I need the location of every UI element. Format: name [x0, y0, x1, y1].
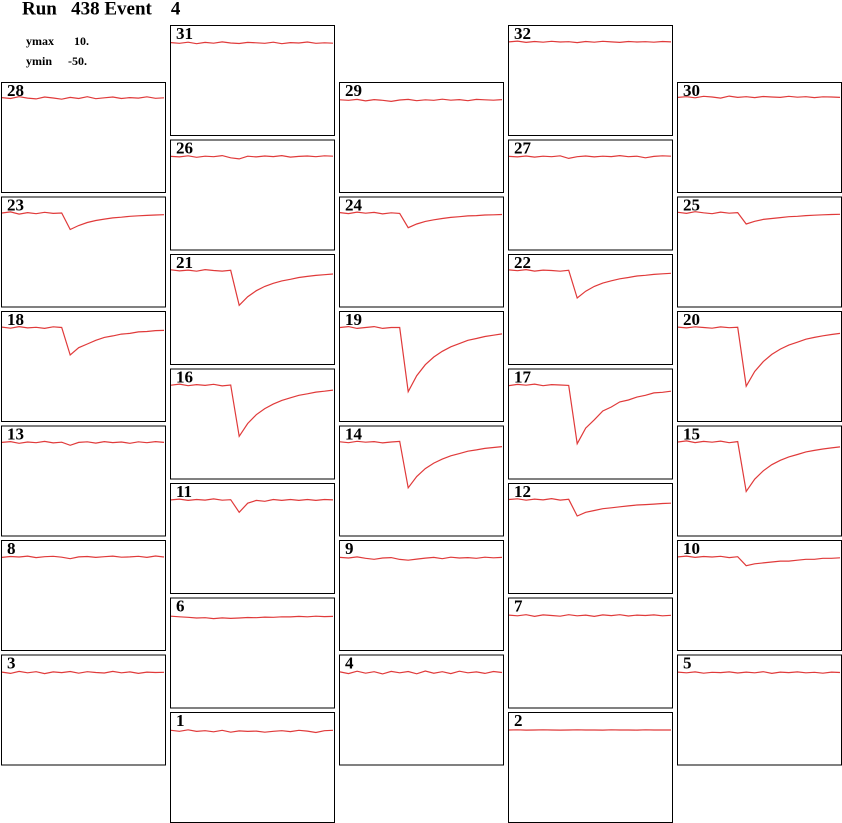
panel-label: 11 [176, 482, 192, 501]
waveform [339, 440, 503, 490]
panel-frame [677, 82, 842, 193]
waveform [339, 556, 503, 561]
panel-label: 17 [514, 367, 532, 386]
waveform [508, 497, 672, 517]
waveform [1, 325, 165, 357]
panel-label: 29 [345, 81, 362, 100]
waveform [339, 211, 503, 229]
panel-frame [1, 425, 166, 537]
panel-frame [1, 311, 166, 422]
panel-label: 10 [683, 539, 700, 558]
waveform [170, 615, 334, 620]
waveform [170, 268, 334, 307]
panel-label: 9 [345, 539, 354, 558]
panel-label: 28 [7, 81, 24, 100]
panel-frame [677, 196, 842, 308]
ymax-name: ymax [26, 34, 54, 48]
waveform [677, 211, 841, 225]
waveform [339, 325, 503, 394]
panel-frame [677, 654, 842, 766]
panel-label: 16 [176, 367, 193, 386]
panel-label: 23 [7, 195, 24, 214]
panel-frame [508, 254, 673, 365]
panel-label: 14 [345, 424, 363, 443]
title: Run 438 Event 4 [22, 0, 181, 19]
panel-frame [508, 483, 673, 594]
waveform [170, 154, 334, 160]
waveform [677, 440, 841, 494]
waveform [339, 670, 503, 675]
waveform [508, 268, 672, 300]
ymax-label: 10. [74, 34, 89, 48]
panel-label: 4 [345, 653, 354, 672]
waveform [508, 614, 672, 618]
panel-label: 6 [176, 596, 185, 615]
panel-frame [339, 425, 504, 537]
panel-frame [170, 597, 335, 709]
panel-label: 25 [683, 195, 700, 214]
waveform [170, 383, 334, 438]
waveform [170, 729, 334, 734]
waveform [677, 326, 841, 388]
panel-label: 15 [683, 424, 700, 443]
panel-label: 31 [176, 24, 193, 43]
panel-label: 1 [176, 711, 185, 730]
waveform [170, 498, 334, 514]
panel-frame [508, 25, 673, 136]
waveform [1, 211, 165, 231]
panel-frame [170, 712, 335, 823]
panel-label: 24 [345, 195, 363, 214]
waveform [677, 95, 841, 99]
waveform [677, 671, 841, 675]
panel-label: 32 [514, 24, 531, 43]
panel-frame [170, 139, 335, 251]
waveform [508, 154, 672, 160]
panel-frame [170, 25, 335, 136]
panel-frame [170, 368, 335, 480]
panel-frame [1, 654, 166, 766]
waveform [508, 383, 672, 446]
panel-label: 3 [7, 653, 16, 672]
panel-frame [1, 540, 166, 651]
panel-frame [508, 597, 673, 709]
panel-frame [677, 425, 842, 537]
panel-label: 30 [683, 81, 700, 100]
panel-label: 18 [7, 310, 24, 329]
panel-frame [508, 712, 673, 823]
panel-label: 22 [514, 253, 531, 272]
waveform [1, 440, 165, 446]
panel-frame [339, 311, 504, 422]
waveform [677, 555, 841, 567]
waveform [170, 41, 334, 45]
panel-frame [170, 254, 335, 365]
ymin-name: ymin [26, 54, 52, 68]
panel-label: 12 [514, 482, 531, 501]
panel-label: 8 [7, 539, 16, 558]
panel-label: 5 [683, 653, 692, 672]
panel-label: 13 [7, 424, 24, 443]
panel-label: 7 [514, 596, 523, 615]
panel-frame [339, 654, 504, 766]
waveform [1, 96, 165, 100]
waveform [1, 670, 165, 675]
panel-frame [339, 540, 504, 651]
waveform [1, 555, 165, 560]
waveform [508, 40, 672, 44]
panel-label: 2 [514, 711, 523, 730]
panel-frame [1, 196, 166, 308]
panel-label: 27 [514, 138, 532, 157]
panel-label: 26 [176, 138, 193, 157]
panel-label: 19 [345, 310, 362, 329]
panel-frame [1, 82, 166, 193]
panel-label: 21 [176, 253, 193, 272]
panel-label: 20 [683, 310, 700, 329]
waveform [339, 98, 503, 103]
ymin-label: -50. [68, 54, 87, 68]
